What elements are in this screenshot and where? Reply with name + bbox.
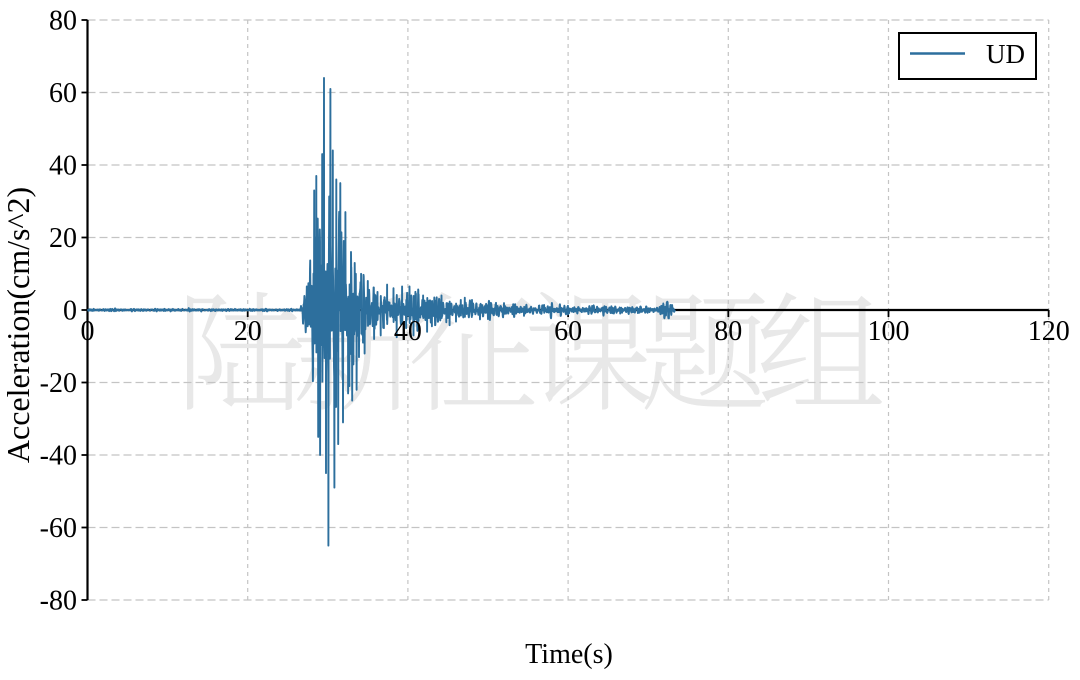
svg-text:60: 60 xyxy=(554,316,582,347)
svg-text:20: 20 xyxy=(49,223,77,254)
svg-text:UD: UD xyxy=(986,39,1025,69)
svg-text:Time(s): Time(s) xyxy=(525,639,613,670)
svg-text:80: 80 xyxy=(49,6,77,37)
svg-text:100: 100 xyxy=(868,316,910,347)
svg-text:40: 40 xyxy=(394,316,422,347)
svg-text:Acceleration(cm/s^2): Acceleration(cm/s^2) xyxy=(0,187,36,463)
svg-text:0: 0 xyxy=(81,316,95,347)
svg-text:120: 120 xyxy=(1028,316,1070,347)
svg-text:0: 0 xyxy=(63,296,77,327)
svg-text:-60: -60 xyxy=(40,513,77,544)
svg-text:20: 20 xyxy=(234,316,262,347)
svg-text:80: 80 xyxy=(714,316,742,347)
svg-text:-20: -20 xyxy=(40,368,77,399)
svg-text:-40: -40 xyxy=(40,441,77,472)
svg-text:60: 60 xyxy=(49,78,77,109)
svg-text:40: 40 xyxy=(49,151,77,182)
svg-text:-80: -80 xyxy=(40,586,77,617)
